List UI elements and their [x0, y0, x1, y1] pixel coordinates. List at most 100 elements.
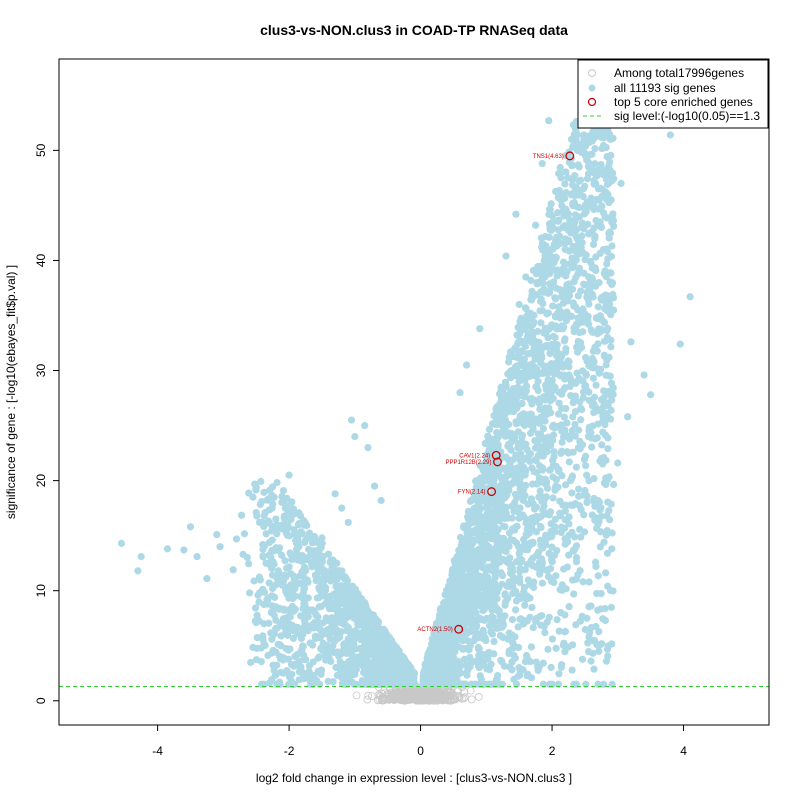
sig-point — [554, 226, 563, 234]
sig-point — [553, 616, 561, 624]
sig-point — [588, 402, 597, 410]
sig-point — [549, 362, 557, 370]
nonsig-point — [447, 691, 456, 699]
sig-point — [561, 535, 569, 543]
sig-point — [546, 508, 555, 516]
sig-point — [297, 634, 305, 643]
sig-point — [251, 604, 260, 612]
sig-point — [263, 595, 271, 604]
sig-point — [516, 504, 524, 512]
sig-point — [590, 205, 598, 213]
sig-point — [590, 393, 599, 401]
sig-point — [576, 617, 585, 625]
nonsig-point — [364, 691, 373, 700]
sig-point — [372, 615, 380, 623]
sig-point — [533, 339, 541, 348]
sig-point — [240, 530, 249, 538]
sig-point — [327, 628, 335, 636]
sig-point — [272, 515, 280, 523]
sig-point — [577, 404, 585, 412]
sig-point — [302, 655, 310, 664]
sig-point — [406, 674, 414, 682]
sig-point — [575, 213, 583, 221]
sig-point — [390, 655, 398, 663]
sig-point — [591, 264, 599, 272]
sig-point — [563, 372, 571, 381]
nonsig-point — [374, 696, 382, 705]
sig-point — [551, 294, 559, 302]
sig-point — [460, 655, 469, 663]
sig-point — [492, 551, 500, 559]
sig-point — [594, 340, 602, 348]
sig-point — [561, 611, 569, 619]
sig-point — [315, 619, 323, 628]
sig-point — [377, 649, 385, 657]
sig-point — [539, 506, 547, 514]
sig-point — [475, 616, 483, 624]
sig-point — [590, 665, 598, 673]
sig-point — [592, 381, 600, 389]
sig-point — [599, 428, 607, 436]
sig-point — [578, 367, 587, 375]
sig-point — [553, 242, 561, 250]
sig-point — [366, 667, 374, 675]
nonsig-point — [388, 694, 397, 703]
sig-point — [361, 611, 369, 619]
sig-point — [381, 658, 389, 666]
sig-point — [343, 613, 351, 622]
sig-point — [516, 555, 524, 563]
sig-point — [547, 200, 555, 208]
sig-point — [501, 523, 509, 531]
sig-point — [282, 512, 290, 520]
sig-point — [326, 635, 334, 643]
sig-point — [297, 648, 305, 656]
sig-point — [463, 661, 471, 669]
sig-point — [369, 649, 377, 658]
sig-point — [524, 350, 532, 358]
sig-point — [324, 550, 333, 558]
sig-point — [299, 624, 307, 633]
sig-point — [554, 268, 562, 277]
sig-point — [477, 675, 485, 683]
sig-point — [340, 667, 348, 675]
sig-point — [575, 264, 583, 272]
sig-point — [603, 260, 611, 268]
sig-point — [529, 423, 537, 431]
sig-point — [528, 603, 536, 612]
sig-point — [583, 175, 591, 183]
nonsig-point — [391, 690, 400, 698]
sig-point — [581, 281, 589, 289]
sig-point — [561, 288, 570, 296]
sig-point — [314, 613, 322, 621]
sig-point — [505, 578, 513, 586]
sig-point — [515, 514, 523, 522]
sig-point — [495, 517, 503, 525]
sig-point — [606, 228, 614, 236]
sig-point — [336, 619, 345, 627]
sig-point — [597, 590, 605, 598]
sig-point — [546, 349, 554, 358]
sig-point — [510, 536, 518, 545]
sig-point — [464, 564, 472, 573]
sig-point — [472, 623, 480, 632]
sig-point — [538, 544, 547, 552]
sig-point — [252, 656, 261, 664]
sig-point — [565, 358, 573, 366]
sig-point — [536, 570, 544, 578]
sig-point — [569, 413, 577, 421]
sig-point — [568, 489, 576, 497]
sig-point — [555, 399, 563, 407]
sig-point — [547, 577, 556, 585]
sig-point — [286, 645, 294, 653]
sig-point — [579, 578, 587, 586]
sig-point — [278, 551, 286, 559]
sig-point — [552, 644, 560, 652]
nonsig-point — [405, 691, 414, 700]
nonsig-point — [414, 695, 423, 704]
sig-point — [573, 542, 581, 550]
sig-point — [365, 618, 373, 626]
sig-point — [601, 267, 609, 275]
sig-point — [564, 174, 572, 182]
sig-point — [324, 677, 332, 685]
